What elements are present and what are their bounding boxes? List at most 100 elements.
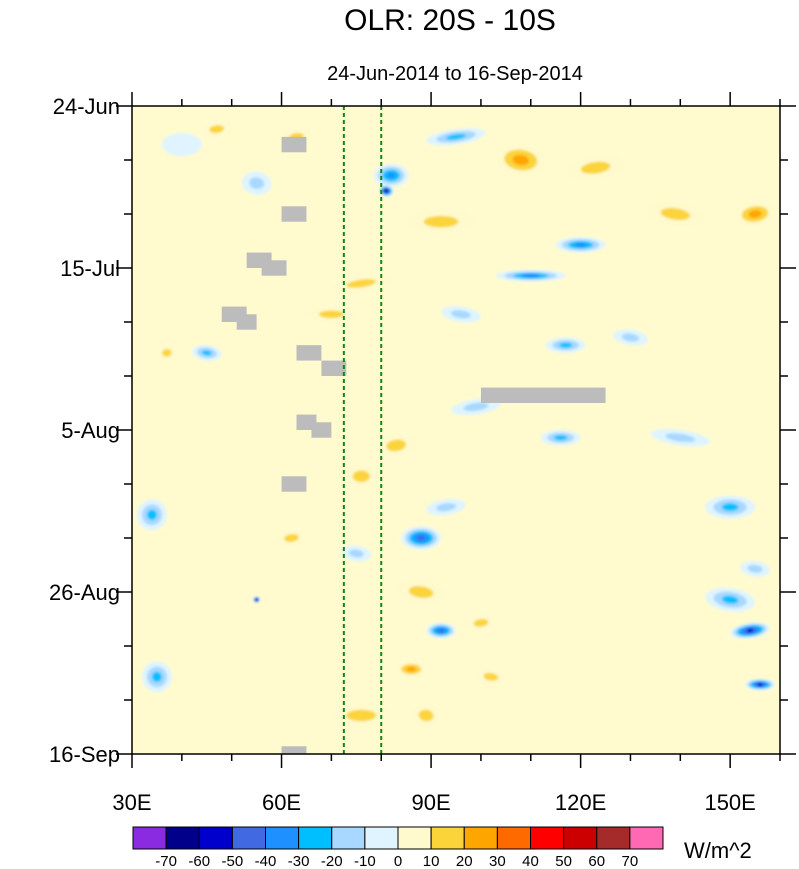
colorbar-swatch: [364, 826, 399, 850]
chart-title: OLR: 20S - 10S: [344, 4, 556, 37]
field-contour: [348, 549, 364, 558]
y-tick-label: 15-Jul: [60, 256, 120, 281]
field-contour: [406, 666, 417, 672]
field-contour: [423, 215, 459, 228]
field-contour: [559, 342, 573, 348]
colorbar-swatch: [265, 826, 300, 850]
field-contour: [721, 595, 739, 604]
olr-field: [136, 121, 776, 728]
colorbar-label: 60: [588, 853, 605, 869]
x-tick-label: 30E: [112, 790, 151, 815]
colorbar-labels: -70 -60 -50 -40 -30 -20 -10 0 10 20 30 40 50 60 70: [155, 853, 638, 869]
reference-lines: [342, 106, 383, 754]
field-contour: [665, 433, 696, 443]
colorbar-label: -50: [222, 853, 244, 869]
missing-data: [221, 136, 606, 754]
field-contour: [436, 503, 456, 512]
field-contour: [318, 310, 344, 319]
colorbar-swatch: [198, 826, 233, 850]
field-contour: [721, 503, 739, 511]
missing-data-block: [281, 746, 307, 754]
colorbar-label: 30: [489, 853, 506, 869]
x-tick-label: 90E: [411, 790, 450, 815]
colorbar-swatch: [397, 826, 432, 850]
missing-data-block: [281, 206, 307, 222]
missing-data-block: [321, 360, 347, 376]
colorbar-label: -30: [288, 853, 310, 869]
colorbar-swatch: [629, 826, 664, 850]
colorbar-label: -40: [255, 853, 277, 869]
field-contour: [151, 671, 162, 682]
field-contour: [254, 597, 259, 602]
missing-data-block: [480, 387, 606, 403]
colorbar-label: 40: [522, 853, 539, 869]
missing-data-block: [311, 422, 332, 438]
colorbar: [132, 826, 664, 850]
colorbar-swatch: [430, 826, 465, 850]
field-contour: [386, 439, 407, 452]
colorbar-swatch: [530, 826, 565, 850]
field-contour: [621, 333, 640, 342]
colorbar-label: -10: [354, 853, 376, 869]
axis-ticks: [116, 92, 796, 768]
field-contour: [284, 534, 299, 542]
field-contour: [408, 586, 434, 598]
colorbar-label: 50: [555, 853, 572, 869]
x-tick-label: 60E: [262, 790, 301, 815]
colorbar-swatch: [132, 826, 167, 850]
x-tick-label: 150E: [704, 790, 755, 815]
y-tick-label: 5-Aug: [61, 418, 120, 443]
field-contour: [748, 210, 762, 218]
colorbar-label: 70: [622, 853, 639, 869]
colorbar-swatch: [596, 826, 631, 850]
y-tick-label: 24-Jun: [53, 94, 120, 119]
colorbar-swatch: [165, 826, 200, 850]
colorbar-unit: W/m^2: [684, 838, 752, 863]
y-tick-label: 26-Aug: [49, 580, 120, 605]
chart-subtitle: 24-Jun-2014 to 16-Sep-2014: [327, 63, 583, 85]
field-contour: [146, 509, 157, 520]
colorbar-label: 10: [423, 853, 440, 869]
field-contour: [746, 628, 754, 633]
field-contour: [580, 161, 611, 174]
missing-data-block: [281, 476, 307, 492]
colorbar-label: -20: [321, 853, 343, 869]
field-contour: [483, 672, 499, 681]
colorbar-label: 0: [394, 853, 402, 869]
colorbar-swatch: [231, 826, 266, 850]
x-tick-label: 120E: [555, 790, 606, 815]
field-contour: [209, 125, 225, 134]
field-contour: [201, 350, 212, 356]
field-contour: [352, 470, 371, 483]
colorbar-swatch: [463, 826, 498, 850]
missing-data-block: [236, 314, 257, 330]
field-contour: [554, 435, 568, 441]
field-contour: [386, 172, 396, 179]
field-contour: [463, 402, 489, 412]
missing-data-block: [296, 345, 322, 361]
colorbar-label: -60: [188, 853, 210, 869]
colorbar-swatch: [496, 826, 531, 850]
missing-data-block: [281, 136, 307, 153]
field-contour: [346, 709, 377, 722]
plot-background: [132, 106, 780, 754]
colorbar-swatch: [331, 826, 366, 850]
field-contour: [384, 188, 389, 193]
field-contour: [451, 310, 471, 319]
y-tick-labels: 24-Jun 15-Jul 5-Aug 26-Aug 16-Sep: [49, 94, 120, 767]
field-contour: [512, 154, 530, 166]
field-contour: [161, 133, 202, 157]
field-contour: [473, 618, 489, 627]
field-contour: [418, 709, 434, 722]
field-contour: [747, 564, 763, 573]
field-contour: [522, 273, 540, 278]
field-contour: [438, 628, 445, 633]
field-contour: [660, 207, 691, 221]
field-contour: [446, 133, 466, 140]
colorbar-label: -70: [155, 853, 177, 869]
field-contour: [757, 682, 763, 687]
field-contour: [346, 279, 377, 288]
field-contour: [417, 535, 426, 541]
colorbar-swatch: [563, 826, 598, 850]
